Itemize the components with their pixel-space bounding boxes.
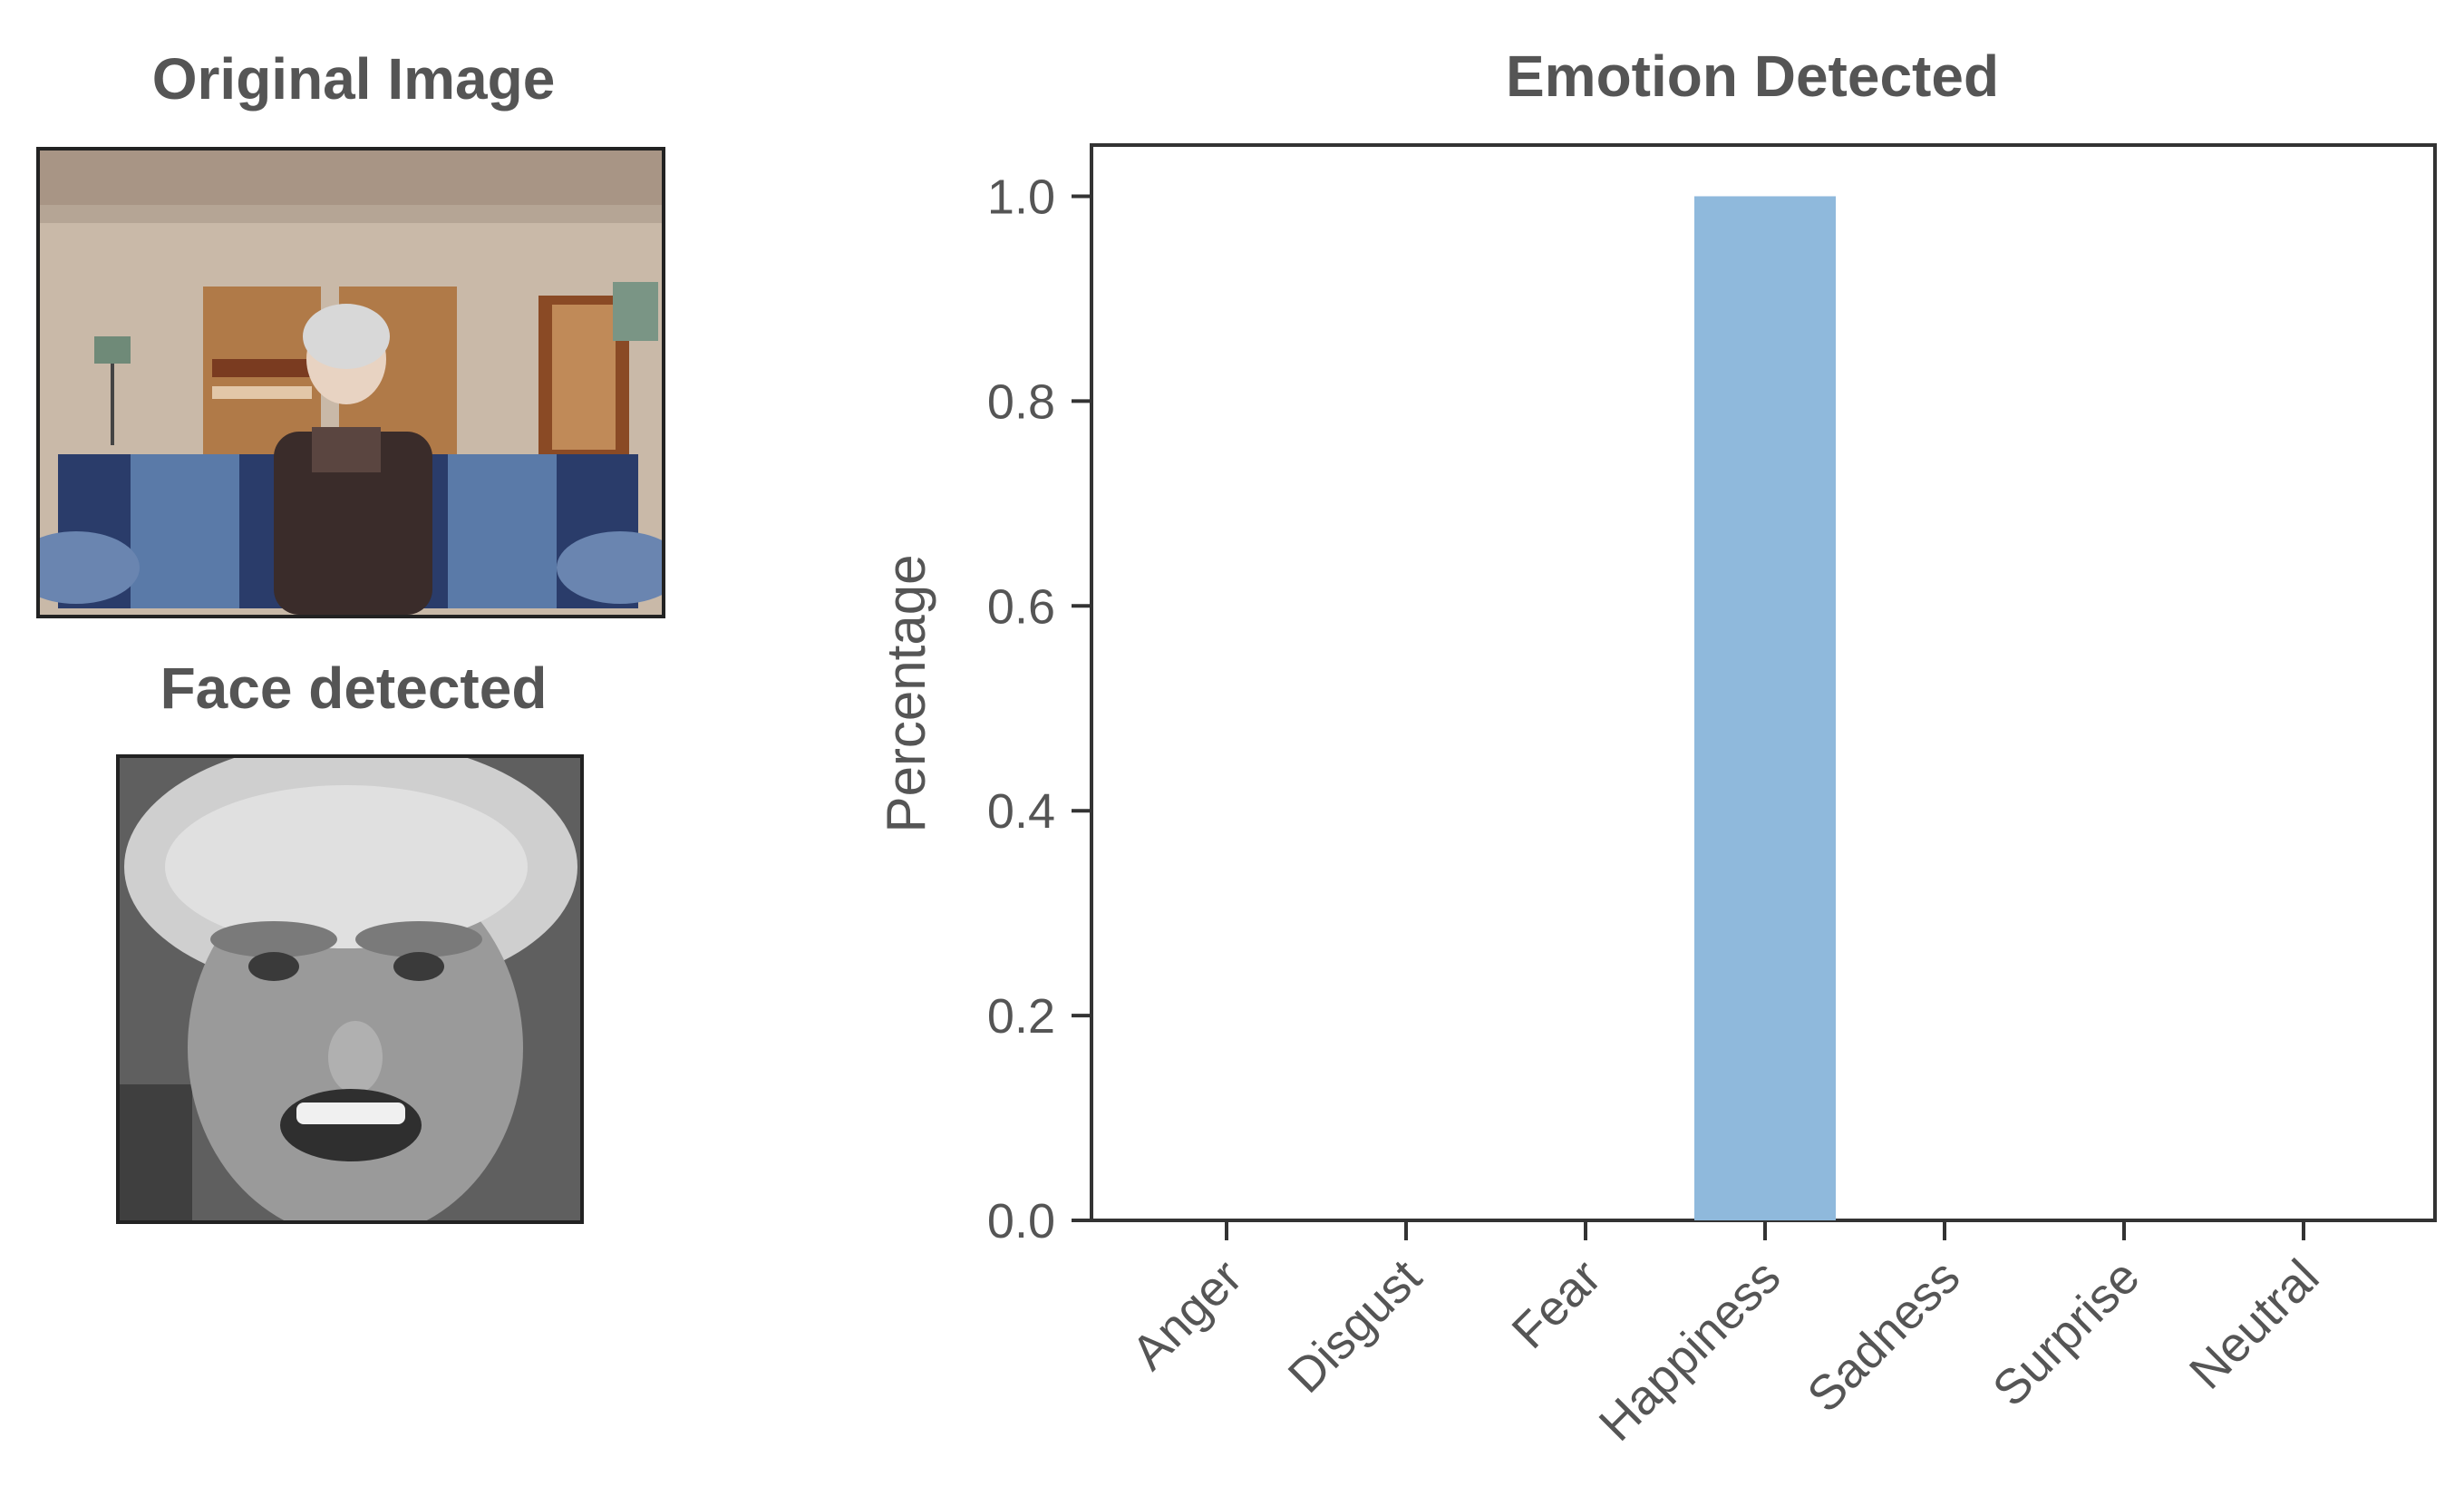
original-image-scene bbox=[40, 151, 662, 615]
x-tick-label-anger: Anger bbox=[1121, 1249, 1252, 1380]
y-tick-label-1.0: 1.0 bbox=[987, 170, 1055, 224]
bar-happiness bbox=[1694, 196, 1836, 1220]
x-tick-label-surprise: Surprise bbox=[1983, 1249, 2150, 1417]
y-axis-label: Percentage bbox=[876, 555, 936, 833]
y-tick-label-0.8: 0.8 bbox=[987, 374, 1055, 429]
face-crop-scene bbox=[120, 758, 580, 1220]
x-tick-label-happiness: Happiness bbox=[1589, 1249, 1791, 1452]
face-detected-title: Face detected bbox=[160, 656, 548, 721]
x-tick-label-sadness: Sadness bbox=[1797, 1249, 1970, 1423]
x-tick-label-fear: Fear bbox=[1502, 1249, 1612, 1359]
x-tick-label-disgust: Disgust bbox=[1278, 1249, 1432, 1404]
y-tick-label-0.4: 0.4 bbox=[987, 784, 1055, 839]
original-image-title: Original Image bbox=[151, 46, 556, 112]
y-tick-label-0.0: 0.0 bbox=[987, 1194, 1055, 1248]
chart-title: Emotion Detected bbox=[1506, 44, 1999, 109]
x-tick-label-neutral: Neutral bbox=[2179, 1249, 2330, 1400]
y-tick-label-0.6: 0.6 bbox=[987, 579, 1055, 634]
y-tick-label-0.2: 0.2 bbox=[987, 989, 1055, 1044]
face-detected-image bbox=[116, 754, 584, 1224]
original-image bbox=[36, 147, 665, 618]
